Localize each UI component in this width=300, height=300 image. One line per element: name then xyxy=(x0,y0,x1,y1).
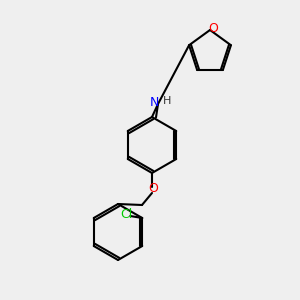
Text: O: O xyxy=(208,22,218,35)
Text: O: O xyxy=(148,182,158,194)
Text: N: N xyxy=(149,97,159,110)
Text: Cl: Cl xyxy=(120,208,132,221)
Text: H: H xyxy=(163,96,171,106)
